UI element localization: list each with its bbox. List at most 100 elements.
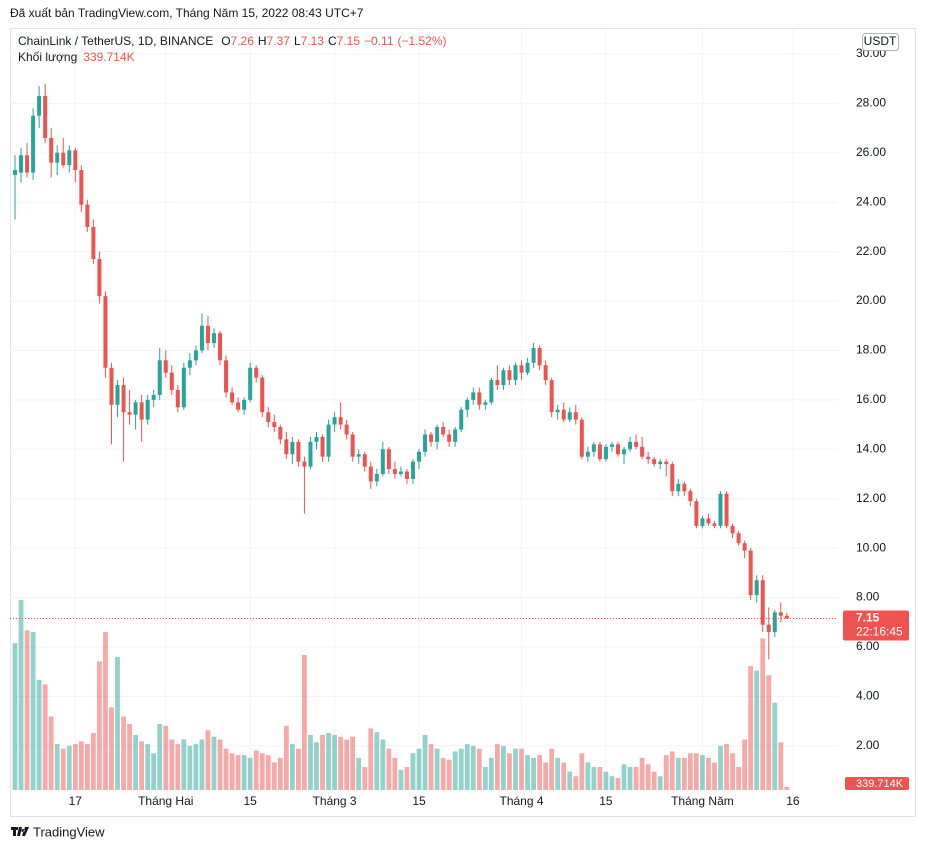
candle-body — [67, 150, 72, 166]
legend-value: 7.37 — [267, 34, 291, 48]
y-tick-label: 18.00 — [856, 343, 886, 357]
volume-bar — [555, 757, 561, 790]
candle-body — [308, 441, 313, 467]
volume-bar — [724, 744, 729, 790]
x-tick-label: Tháng 4 — [499, 794, 543, 808]
volume-bar — [181, 739, 187, 790]
candle-body — [688, 491, 693, 502]
candle-body — [579, 419, 584, 457]
volume-bar — [712, 762, 717, 790]
x-tick-label: 15 — [412, 794, 426, 808]
candle-body — [652, 459, 657, 465]
candle-body — [386, 449, 391, 470]
candle-body — [169, 372, 174, 390]
candle-body — [555, 409, 560, 413]
candle-body — [374, 473, 379, 482]
candle-body — [272, 422, 277, 428]
volume-bar — [742, 739, 748, 790]
volume-bar — [730, 753, 735, 790]
legend-field: L — [294, 34, 301, 48]
y-tick-label: 6.00 — [856, 639, 880, 653]
x-tick-label: 16 — [786, 794, 800, 808]
volume-bar — [651, 771, 657, 790]
candle-body — [640, 446, 645, 457]
volume-bar — [332, 734, 337, 790]
volume-bar — [66, 745, 72, 790]
volume-bar — [235, 755, 241, 790]
volume-bar — [422, 734, 428, 790]
candle-body — [302, 461, 307, 467]
candle-body — [85, 204, 90, 227]
volume-bar — [681, 757, 687, 790]
y-tick-label: 8.00 — [856, 590, 880, 604]
candle-body — [489, 380, 494, 403]
candle-body — [501, 370, 506, 386]
chart-frame — [10, 28, 916, 817]
candle-body — [260, 377, 265, 413]
candle-body — [543, 365, 548, 381]
candle-body — [760, 580, 765, 625]
volume-bar — [687, 753, 693, 790]
candle-body — [670, 464, 675, 492]
candle-body — [519, 365, 524, 373]
candle-body — [350, 434, 355, 457]
volume-bar — [693, 753, 699, 790]
candle-body — [109, 367, 114, 405]
volume-bar — [446, 759, 452, 790]
volume-bar — [579, 753, 585, 790]
volume-bar — [199, 739, 205, 790]
candle-body — [211, 333, 216, 344]
candle-body — [55, 152, 60, 163]
candle-body — [236, 402, 241, 410]
candle-body — [646, 456, 651, 460]
volume-bar — [283, 725, 289, 790]
candle-body — [91, 226, 96, 260]
volume-bar — [470, 745, 476, 790]
volume-bar — [675, 757, 681, 790]
candle-body — [567, 412, 572, 420]
price-tag-value: 7.15 — [856, 611, 880, 625]
volume-bar — [501, 745, 506, 790]
legend-field: O — [221, 34, 230, 48]
candle-body — [314, 436, 319, 442]
volume-bar — [211, 736, 217, 790]
candle-body — [447, 434, 452, 442]
candle-body — [290, 441, 295, 455]
volume-bar — [507, 753, 512, 790]
volume-bar — [495, 744, 500, 790]
volume-bar — [434, 748, 440, 790]
legend-value: 7.26 — [231, 34, 255, 48]
candle-body — [43, 95, 48, 138]
candle-body — [218, 333, 223, 361]
candle-body — [320, 436, 325, 457]
candle-body — [31, 115, 36, 173]
volume-bar — [706, 757, 711, 790]
volume-bar — [416, 748, 422, 790]
candle-body — [507, 370, 512, 381]
candle-body — [25, 155, 30, 173]
candle-body — [622, 449, 627, 455]
candle-body — [97, 259, 102, 297]
candle-body — [561, 409, 566, 420]
volume-bar — [657, 776, 663, 790]
candle-body — [278, 427, 283, 440]
volume-bar — [326, 733, 331, 790]
volume-bar — [603, 771, 609, 790]
candle-body — [187, 360, 192, 368]
y-tick-label: 2.00 — [856, 738, 880, 752]
volume-bar — [428, 744, 434, 790]
candle-body — [525, 362, 530, 373]
volume-bar — [778, 742, 784, 790]
candle-body — [591, 444, 596, 452]
candle-body — [477, 392, 482, 405]
candle-body — [151, 394, 156, 400]
volume-bar — [54, 744, 60, 790]
legend-line: Khối lượng 339.714K — [18, 50, 135, 64]
price-tag — [843, 610, 909, 641]
volume-bar — [36, 679, 42, 790]
candle-body — [163, 360, 168, 373]
volume-bar — [362, 767, 368, 790]
volume-bar — [296, 748, 301, 790]
footer-logo — [11, 827, 29, 836]
